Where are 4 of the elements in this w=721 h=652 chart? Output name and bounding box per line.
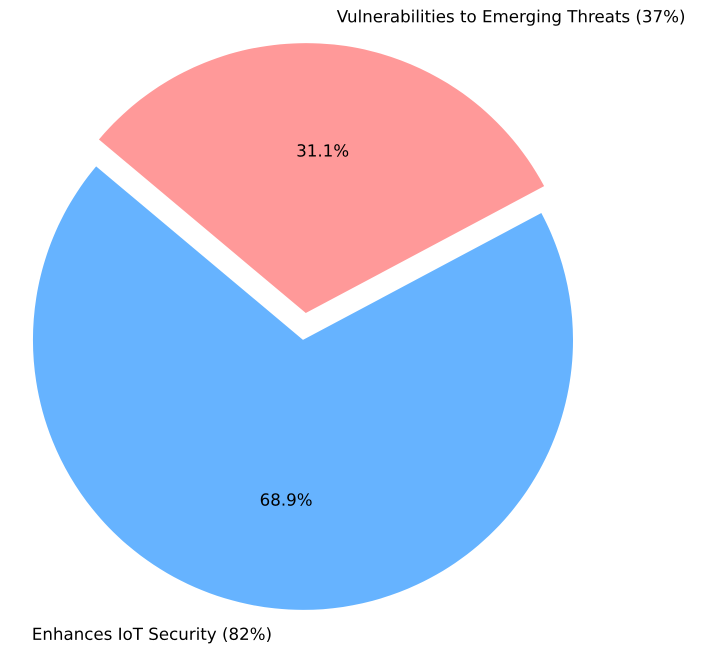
data-label: 31.1% xyxy=(297,144,348,157)
slice-label: Vulnerabilities to Emerging Threats (37%) xyxy=(336,10,684,26)
slice-label: Enhances IoT Security (82%) xyxy=(33,627,271,644)
data-label: 68.9% xyxy=(260,493,312,506)
